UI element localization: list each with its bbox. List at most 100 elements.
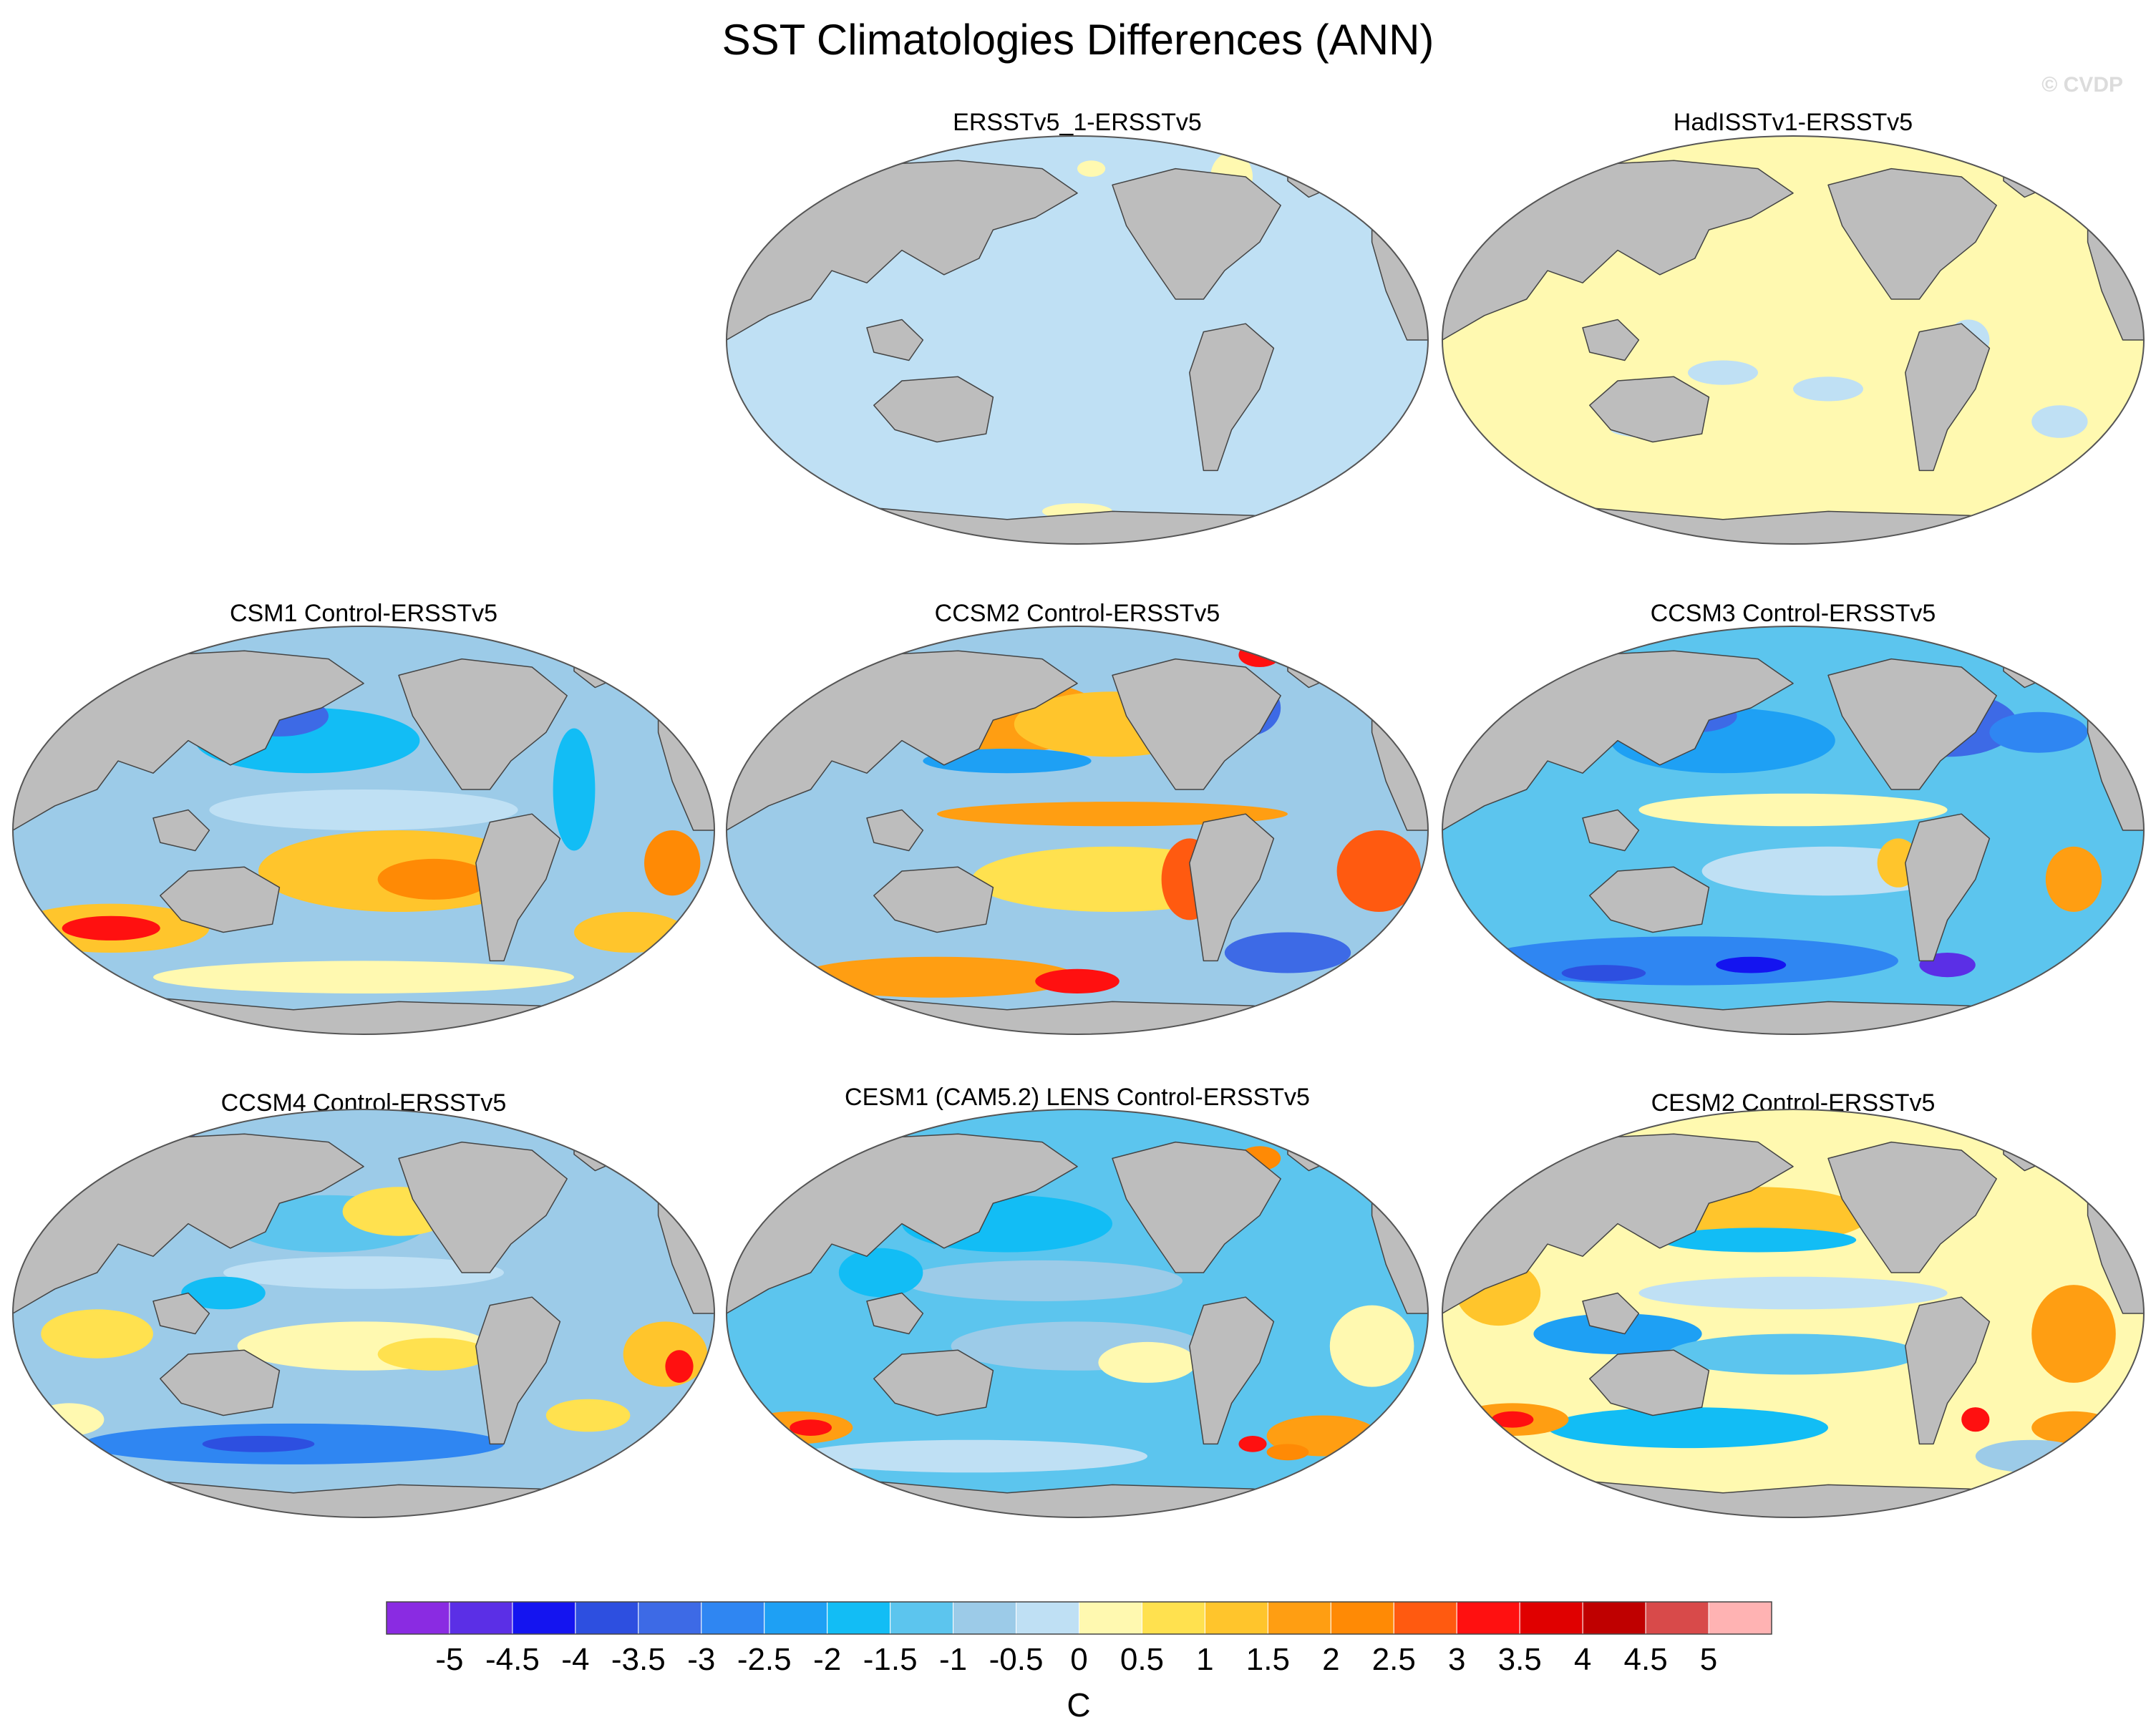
land-mass: [1905, 1296, 1991, 1445]
anomaly-region: [845, 1125, 888, 1142]
colorbar-tick-label: 2.5: [1372, 1642, 1416, 1677]
anomaly-region: [1477, 936, 1898, 986]
anomaly-region: [553, 728, 596, 851]
colorbar-box: [827, 1601, 891, 1635]
colorbar-tick-label: -0.5: [989, 1642, 1044, 1677]
colorbar-tick-label: 5: [1700, 1642, 1717, 1677]
anomaly-region: [377, 858, 490, 900]
anomaly-region: [1077, 160, 1106, 178]
map-outline: [1442, 135, 2145, 545]
anomaly-region: [644, 830, 701, 896]
anomaly-region: [574, 912, 686, 953]
colorbar-frame: [386, 1601, 1772, 1635]
colorbar-tick-label: -2: [813, 1642, 841, 1677]
anomaly-region: [1548, 1407, 1828, 1449]
anomaly-region: [1266, 1444, 1309, 1461]
land-mass: [1582, 1292, 1640, 1335]
cvdp-watermark: © CVDP: [2041, 73, 2123, 97]
map-field: [727, 1109, 1428, 1517]
map-outline: [726, 626, 1429, 1035]
land-mass: [1112, 167, 1281, 300]
map-field: [1442, 136, 2144, 544]
colorbar-box: [1016, 1601, 1079, 1635]
colorbar-box: [1708, 1601, 1772, 1635]
colorbar-tick-label: -3: [687, 1642, 715, 1677]
anomaly-region: [1561, 965, 1646, 981]
colorbar-tick-label: -1.5: [863, 1642, 918, 1677]
land-mass: [1589, 1349, 1710, 1416]
map-panel: HadISSTv1-ERSSTv5: [1442, 109, 2145, 545]
anomaly-region: [1975, 1439, 2088, 1473]
land-mass: [1582, 319, 1640, 361]
land-mass: [866, 319, 924, 361]
land-mass: [1582, 809, 1640, 852]
anomaly-region: [2031, 405, 2088, 438]
land-mass: [160, 866, 281, 933]
anomaly-region: [1098, 1341, 1197, 1383]
colorbar-box: [1267, 1601, 1331, 1635]
anomaly-region: [34, 1403, 105, 1436]
land-mass: [160, 1349, 281, 1416]
colorbar-tick-label: 0: [1070, 1642, 1087, 1677]
anomaly-region: [1238, 642, 1281, 668]
map-outline: [12, 626, 715, 1035]
land-mass: [1589, 866, 1710, 933]
colorbar: -5 -4.5 -4 -3.5 -3 -2.5 -2 -1.5 -1 -0.5 0 0.5 1 1.5 2 2…: [386, 1601, 1772, 1724]
land-mass: [1112, 1141, 1281, 1273]
map-field: [13, 1109, 714, 1517]
colorbar-box: [701, 1601, 765, 1635]
land-mass: [866, 1292, 924, 1335]
map-panel: CCSM3 Control-ERSSTv5: [1442, 600, 2145, 1035]
land-mass: [1905, 323, 1991, 472]
map-outline: [726, 135, 1429, 545]
anomaly-region: [1666, 1333, 1920, 1375]
anomaly-region: [1575, 1122, 1618, 1138]
anomaly-region: [2031, 1411, 2116, 1444]
anomaly-region: [545, 642, 575, 659]
colorbar-tick-label: 3: [1448, 1642, 1465, 1677]
colorbar-box: [1519, 1601, 1583, 1635]
colorbar-tick-label: 3.5: [1498, 1642, 1542, 1677]
colorbar-tick-label: 0.5: [1120, 1642, 1164, 1677]
colorbar-tick-label: -4.5: [485, 1642, 540, 1677]
map-field: [727, 136, 1428, 544]
map-panels: ERSSTv5_1-ERSSTv5 HadISSTv1-ERSSTv5 CSM1 C…: [12, 109, 2145, 1518]
anomaly-region: [1659, 1228, 1857, 1253]
colorbar-tick-label: 4: [1574, 1642, 1591, 1677]
land-mass: [873, 376, 994, 443]
anomaly-region: [377, 1338, 490, 1371]
figure-title: SST Climatologies Differences (ANN): [722, 16, 1434, 64]
colorbar-box: [512, 1601, 576, 1635]
land-mass: [1112, 658, 1281, 790]
land-mass: [1827, 167, 1997, 300]
colorbar-boxes: [386, 1601, 1772, 1635]
anomaly-region: [790, 1419, 832, 1436]
map-panel: CESM2 Control-ERSSTv5: [1442, 1089, 2145, 1518]
map-field: [1442, 1109, 2144, 1517]
anomaly-region: [1491, 1411, 1534, 1428]
anomaly-region: [1793, 376, 1863, 402]
colorbar-tick-label: -2.5: [737, 1642, 792, 1677]
panel-title: ERSSTv5_1-ERSSTv5: [953, 109, 1202, 136]
land-mass: [1827, 658, 1997, 790]
colorbar-box: [449, 1601, 513, 1635]
anomaly-region: [1716, 956, 1787, 973]
panel-title: CCSM3 Control-ERSSTv5: [1651, 600, 1936, 627]
land-mass: [398, 658, 568, 790]
colorbar-tick-label: 2: [1322, 1642, 1339, 1677]
colorbar-box: [1141, 1601, 1205, 1635]
anomaly-region: [937, 802, 1288, 827]
colorbar-box: [1582, 1601, 1646, 1635]
colorbar-tick-labels: -5 -4.5 -4 -3.5 -3 -2.5 -2 -1.5 -1 -0.5 0 0.5 1 1.5 2 2…: [435, 1642, 1717, 1677]
map-field: [13, 626, 714, 1034]
land-mass: [1905, 813, 1991, 962]
colorbar-box: [575, 1601, 639, 1635]
land-mass: [873, 1349, 994, 1416]
land-mass: [1589, 376, 1710, 443]
colorbar-box: [386, 1601, 450, 1635]
colorbar-box: [1393, 1601, 1457, 1635]
anomaly-region: [902, 1260, 1183, 1301]
panel-title: CESM1 (CAM5.2) LENS Control-ERSSTv5: [845, 1084, 1310, 1111]
colorbar-tick-label: 1: [1196, 1642, 1213, 1677]
colorbar-box: [1079, 1601, 1142, 1635]
